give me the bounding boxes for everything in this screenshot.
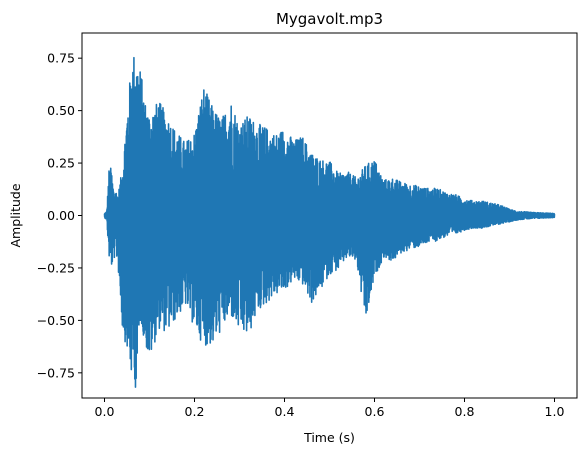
x-tick-label: 0.8 xyxy=(455,404,475,419)
x-tick-label: 0.4 xyxy=(275,404,295,419)
y-axis-label: Amplitude xyxy=(8,183,23,247)
x-tick-label: 0.0 xyxy=(95,404,115,419)
y-axis-ticks: −0.75 −0.50 −0.25 0.00 0.25 0.50 0.75 xyxy=(37,51,82,380)
x-axis-label: Time (s) xyxy=(303,430,355,445)
waveform-series-line xyxy=(103,56,556,388)
y-tick-label: 0.00 xyxy=(47,208,75,223)
chart-title: Mygavolt.mp3 xyxy=(276,10,383,28)
x-tick-label: 0.2 xyxy=(185,404,205,419)
y-tick-label: −0.75 xyxy=(37,365,75,380)
plot-area xyxy=(103,56,556,388)
x-axis-ticks: 0.0 0.2 0.4 0.6 0.8 1.0 xyxy=(95,398,565,419)
y-tick-label: 0.25 xyxy=(47,156,75,171)
y-tick-label: −0.25 xyxy=(37,260,75,275)
x-tick-label: 1.0 xyxy=(545,404,565,419)
y-tick-label: 0.50 xyxy=(47,103,75,118)
x-tick-label: 0.6 xyxy=(365,404,385,419)
y-tick-label: 0.75 xyxy=(47,51,75,66)
y-tick-label: −0.50 xyxy=(37,313,75,328)
